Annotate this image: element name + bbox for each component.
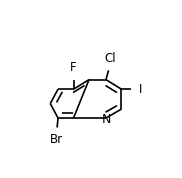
Text: Br: Br: [50, 133, 63, 146]
Text: N: N: [101, 113, 111, 126]
Text: F: F: [70, 61, 77, 74]
Text: Cl: Cl: [104, 52, 116, 65]
Text: I: I: [139, 83, 142, 96]
